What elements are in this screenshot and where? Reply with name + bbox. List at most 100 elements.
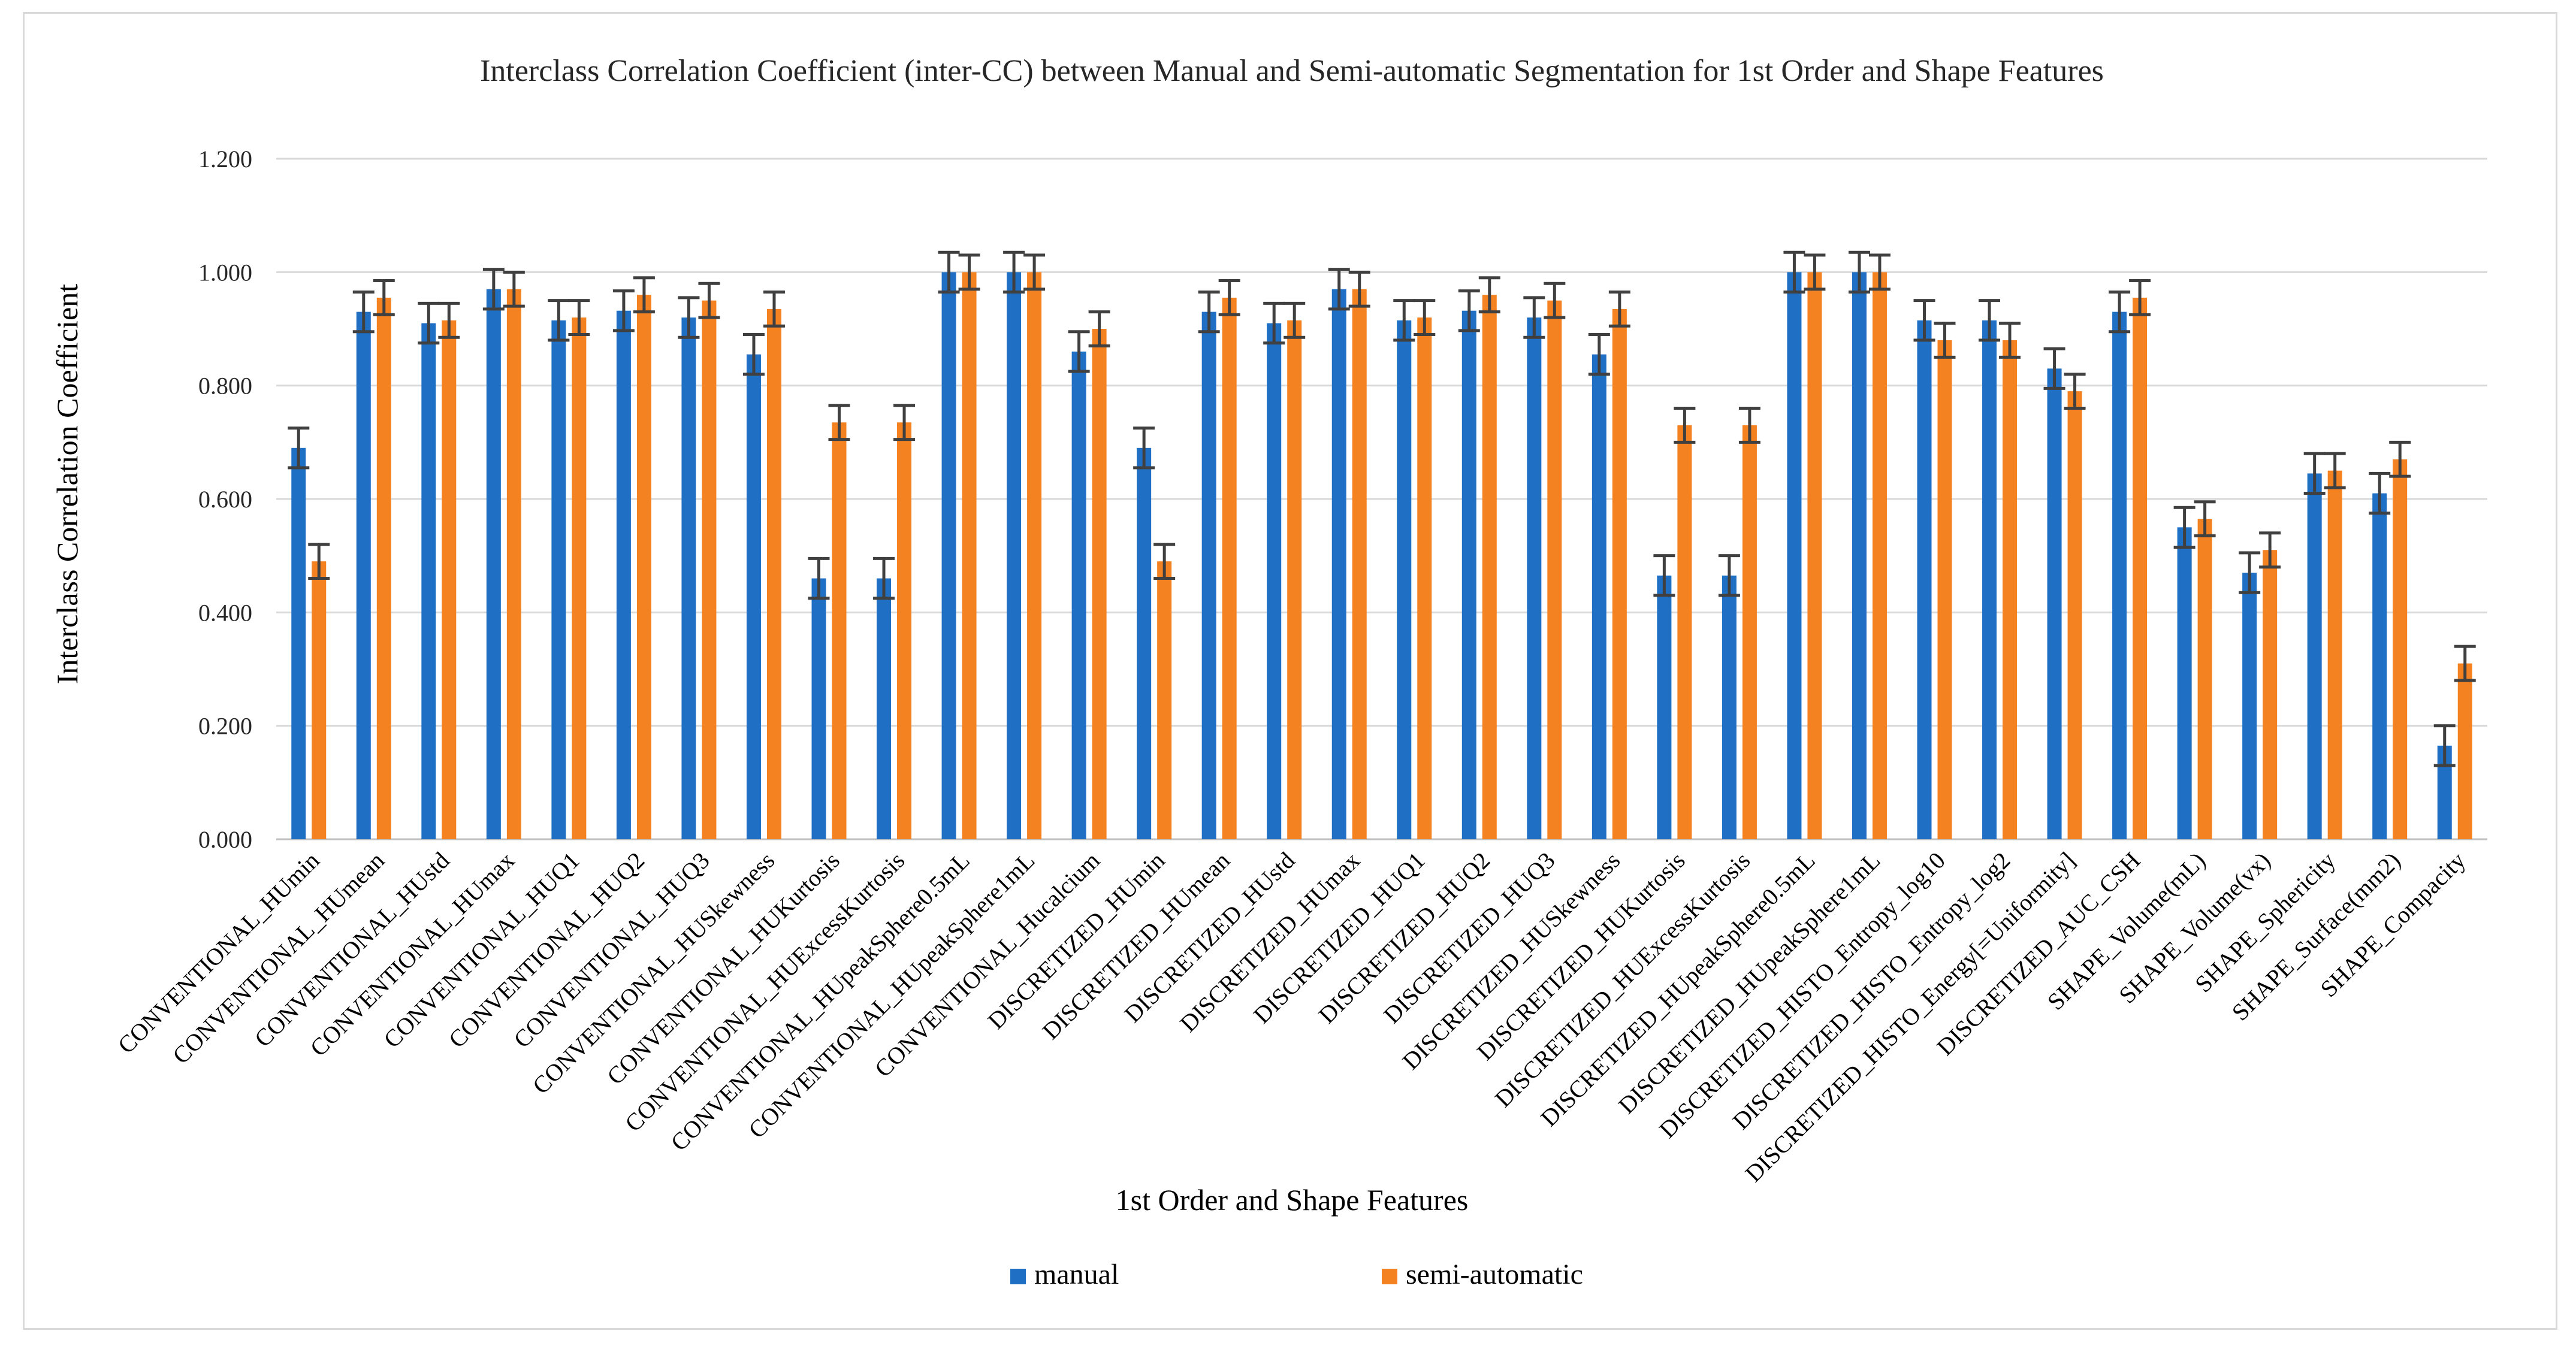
bar-manual-5: [616, 310, 631, 839]
error-bar-semi-automatic-31: [2324, 452, 2346, 489]
error-bar-semi-automatic-14: [1218, 279, 1240, 316]
y-tick-label: 0.800: [198, 373, 252, 400]
bar-semi-automatic-24: [1872, 272, 1887, 839]
error-bar-semi-automatic-28: [2129, 279, 2151, 316]
error-bar-manual-29: [2173, 506, 2196, 549]
bar-manual-25: [1917, 320, 1932, 839]
bars: [291, 272, 2472, 840]
error-bar-semi-automatic-25: [1934, 322, 1956, 359]
y-tick-label: 0.600: [198, 486, 252, 513]
bar-semi-automatic-21: [1677, 425, 1692, 839]
bar-semi-automatic-27: [2067, 391, 2082, 839]
bar-manual-12: [1071, 351, 1086, 839]
error-bar-manual-15: [1263, 301, 1285, 345]
error-bar-semi-automatic-12: [1088, 310, 1110, 347]
error-bar-semi-automatic-17: [1414, 299, 1436, 336]
error-bar-semi-automatic-2: [438, 301, 460, 339]
bar-semi-automatic-29: [2197, 519, 2212, 839]
gridlines: [276, 158, 2487, 840]
error-bar-manual-10: [938, 250, 960, 294]
error-bar-semi-automatic-22: [1738, 407, 1760, 444]
error-bar-manual-2: [418, 301, 440, 345]
bar-semi-automatic-28: [2133, 297, 2148, 839]
error-bar-manual-3: [482, 268, 505, 311]
error-bar-semi-automatic-30: [2259, 531, 2281, 569]
error-bar-manual-23: [1783, 250, 1805, 294]
error-bar-semi-automatic-19: [1544, 282, 1566, 319]
bar-semi-automatic-32: [2393, 459, 2408, 839]
error-bar-manual-26: [1979, 299, 2001, 342]
bar-semi-automatic-2: [442, 320, 457, 839]
bar-manual-10: [941, 272, 956, 839]
error-bar-semi-automatic-24: [1868, 253, 1891, 291]
error-bar-semi-automatic-15: [1284, 301, 1306, 339]
bar-semi-automatic-25: [1937, 340, 1952, 839]
error-bar-semi-automatic-20: [1608, 290, 1630, 328]
bar-manual-8: [811, 578, 826, 839]
bar-manual-28: [2112, 311, 2127, 839]
error-bar-semi-automatic-5: [633, 276, 655, 314]
bar-manual-6: [681, 317, 696, 839]
y-tick-label: 1.200: [198, 146, 252, 173]
error-bar-manual-4: [548, 299, 570, 342]
bar-manual-9: [877, 578, 892, 839]
error-bar-manual-30: [2239, 551, 2261, 594]
bar-manual-31: [2307, 473, 2322, 839]
error-bar-semi-automatic-16: [1348, 270, 1370, 308]
error-bar-semi-automatic-9: [893, 404, 916, 441]
bar-semi-automatic-5: [636, 295, 651, 839]
bar-manual-29: [2177, 527, 2192, 839]
bar-manual-17: [1397, 320, 1412, 839]
bar-manual-0: [291, 447, 306, 839]
bar-manual-7: [746, 354, 761, 839]
legend-label-semi-automatic: semi-automatic: [1406, 1259, 1583, 1290]
error-bar-manual-1: [352, 290, 375, 334]
bar-semi-automatic-33: [2457, 663, 2472, 839]
error-bar-manual-31: [2303, 452, 2326, 495]
error-bar-semi-automatic-18: [1478, 276, 1500, 314]
error-bar-manual-12: [1068, 330, 1090, 373]
bar-semi-automatic-18: [1482, 295, 1497, 839]
bar-manual-30: [2242, 573, 2257, 839]
y-tick-label: 0.000: [198, 826, 252, 853]
error-bar-manual-22: [1718, 554, 1740, 597]
bar-manual-2: [421, 323, 436, 839]
bar-semi-automatic-19: [1547, 300, 1562, 840]
bar-manual-15: [1267, 323, 1282, 839]
error-bar-manual-7: [742, 332, 765, 376]
bar-semi-automatic-23: [1807, 272, 1822, 839]
error-bar-semi-automatic-26: [1999, 322, 2021, 359]
bar-manual-18: [1461, 310, 1476, 839]
bar-semi-automatic-16: [1352, 289, 1367, 839]
chart-frame: Interclass Correlation Coefficient (inte…: [23, 12, 2557, 1330]
bar-manual-1: [356, 311, 371, 839]
error-bar-manual-19: [1523, 296, 1545, 339]
bar-manual-32: [2372, 493, 2387, 839]
bar-semi-automatic-20: [1612, 308, 1627, 839]
error-bar-semi-automatic-8: [828, 404, 850, 441]
error-bar-semi-automatic-29: [2194, 500, 2216, 538]
error-bar-manual-27: [2043, 347, 2065, 390]
error-bar-manual-6: [678, 296, 700, 339]
bar-manual-19: [1527, 317, 1542, 839]
bar-manual-26: [1982, 320, 1997, 839]
error-bar-manual-13: [1133, 427, 1155, 470]
chart-title: Interclass Correlation Coefficient (inte…: [480, 54, 2104, 88]
bar-manual-24: [1852, 272, 1867, 839]
error-bar-semi-automatic-3: [503, 270, 525, 308]
bar-chart: Interclass Correlation Coefficient (inte…: [50, 54, 2487, 1290]
error-bars: [288, 250, 2476, 767]
bar-manual-14: [1201, 311, 1216, 839]
x-axis-categories: CONVENTIONAL_HUminCONVENTIONAL_HUmeanCON…: [113, 847, 2471, 1187]
y-tick-label: 0.200: [198, 713, 252, 740]
bar-semi-automatic-1: [376, 297, 391, 839]
bar-semi-automatic-22: [1742, 425, 1757, 839]
error-bar-semi-automatic-21: [1674, 407, 1696, 444]
bar-manual-13: [1137, 447, 1152, 839]
bar-semi-automatic-6: [702, 300, 717, 840]
legend: manual semi-automatic: [1010, 1259, 1583, 1290]
bar-manual-27: [2047, 368, 2062, 839]
error-bar-semi-automatic-10: [958, 253, 980, 291]
error-bar-manual-14: [1198, 290, 1220, 334]
error-bar-manual-24: [1848, 250, 1870, 294]
